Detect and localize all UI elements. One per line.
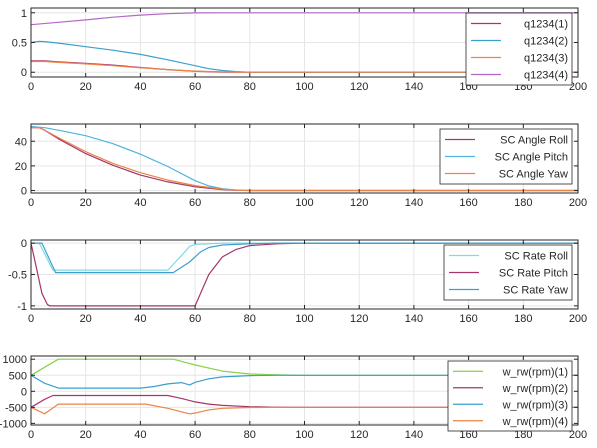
y-tick-label: 40 [15,136,27,148]
x-tick-label: 160 [459,197,477,209]
chart-panel-2: 0 20 40 60 80 100 120 140 160 180 200 0 20 40 SC Angle… [15,123,587,209]
series-line-4 [30,403,578,415]
x-tick-label: 0 [28,429,34,441]
x-tick-label: 140 [405,197,423,209]
y-tick-label: 0.5 [12,38,27,50]
y-tick-label: -0.5 [8,270,27,282]
x-tick-label: 40 [134,197,146,209]
legend: w_rw(rpm)(1) w_rw(rpm)(2) w_rw(rpm)(3) w_rw… [447,360,573,432]
x-tick-label: 40 [134,429,146,441]
legend-entry: SC Rate Yaw [503,285,568,297]
legend: SC Angle Roll SC Angle Pitch SC Angle Yaw [439,128,573,185]
x-tick-label: 200 [569,81,587,93]
y-tick-label: 0 [21,238,27,250]
series-line-3 [30,374,578,389]
x-tick-label: 200 [569,197,587,209]
series-line-2 [30,242,578,307]
legend-box [447,360,573,432]
x-tick-label: 80 [244,313,256,325]
x-tick-label: 20 [80,81,92,93]
x-tick-label: 60 [189,197,201,209]
x-tick-label: 140 [405,313,423,325]
x-tick-label: 140 [405,81,423,93]
chart-panel-1: 0 20 40 60 80 100 120 140 160 180 20000.51q1234(1)… [12,7,587,93]
x-tick-label: 80 [244,197,256,209]
legend-entry: w_rw(rpm)(1) [502,366,568,378]
x-tick-label: 0 [28,81,34,93]
x-tick-label: 20 [80,429,92,441]
legend-entry: q1234(2) [524,36,568,48]
legend-entry: q1234(1) [524,19,568,31]
x-tick-label: 20 [80,197,92,209]
x-tick-label: 0 [28,197,34,209]
y-tick-label: 0 [21,186,27,198]
x-tick-label: 180 [514,429,532,441]
x-tick-label: 120 [350,313,368,325]
x-tick-label: 80 [244,81,256,93]
y-tick-label: 20 [15,161,27,173]
x-tick-label: 60 [189,81,201,93]
legend-entry: w_rw(rpm)(3) [502,399,568,411]
x-tick-label: 40 [134,313,146,325]
y-tick-label: -1000 [0,418,27,430]
x-tick-label: 20 [80,313,92,325]
legend-entry: SC Angle Roll [500,135,568,147]
legend: q1234(1) q1234(2) q1234(3) q1234(4) [465,12,573,86]
x-tick-label: 60 [189,313,201,325]
x-tick-label: 120 [350,429,368,441]
y-tick-label: 500 [9,370,27,382]
legend: SC Rate Roll SC Rate Pitch SC Rate Yaw [443,244,573,301]
x-tick-label: 100 [295,81,313,93]
x-tick-label: 160 [459,313,477,325]
y-tick-label: -500 [5,402,27,414]
series-line-1 [31,242,578,271]
legend-entry: SC Rate Roll [504,251,568,263]
legend-entry: w_rw(rpm)(4) [502,416,568,428]
x-tick-label: 120 [350,81,368,93]
legend-box [465,12,573,86]
x-tick-label: 140 [405,429,423,441]
legend-entry: SC Rate Pitch [499,268,568,280]
y-tick-label: 1 [21,8,27,20]
legend-entry: SC Angle Yaw [499,169,568,181]
y-tick-label: -1 [17,301,27,313]
chart-panel-4: 0 20 40 60 80 100 120 140 160 180 200 -1000 -500 0 500… [0,354,587,441]
legend-entry: q1234(4) [524,70,568,82]
y-tick-label: 1000 [3,354,27,366]
x-tick-label: 60 [189,429,201,441]
x-tick-label: 100 [295,313,313,325]
x-tick-label: 200 [569,313,587,325]
x-tick-label: 180 [514,197,532,209]
x-tick-label: 120 [350,197,368,209]
series-line-3 [31,127,578,192]
legend-entry: w_rw(rpm)(2) [502,383,568,395]
legend-entry: SC Angle Pitch [495,152,568,164]
x-tick-label: 80 [244,429,256,441]
x-tick-label: 40 [134,81,146,93]
series-line-4 [30,12,578,26]
x-tick-label: 160 [459,429,477,441]
y-tick-label: 0 [21,386,27,398]
x-tick-label: 180 [514,313,532,325]
x-tick-label: 0 [28,313,34,325]
series-line-2 [30,40,578,73]
legend-entry: q1234(3) [524,53,568,65]
chart-panel-3: 0 20 40 60 80 100 120 140 160 180 200 -1 -0.5 0 SC Rat… [8,238,587,325]
series-line-3 [31,60,578,73]
x-tick-label: 200 [569,429,587,441]
y-tick-label: 0 [21,67,27,79]
x-tick-label: 100 [295,429,313,441]
x-tick-label: 100 [295,197,313,209]
